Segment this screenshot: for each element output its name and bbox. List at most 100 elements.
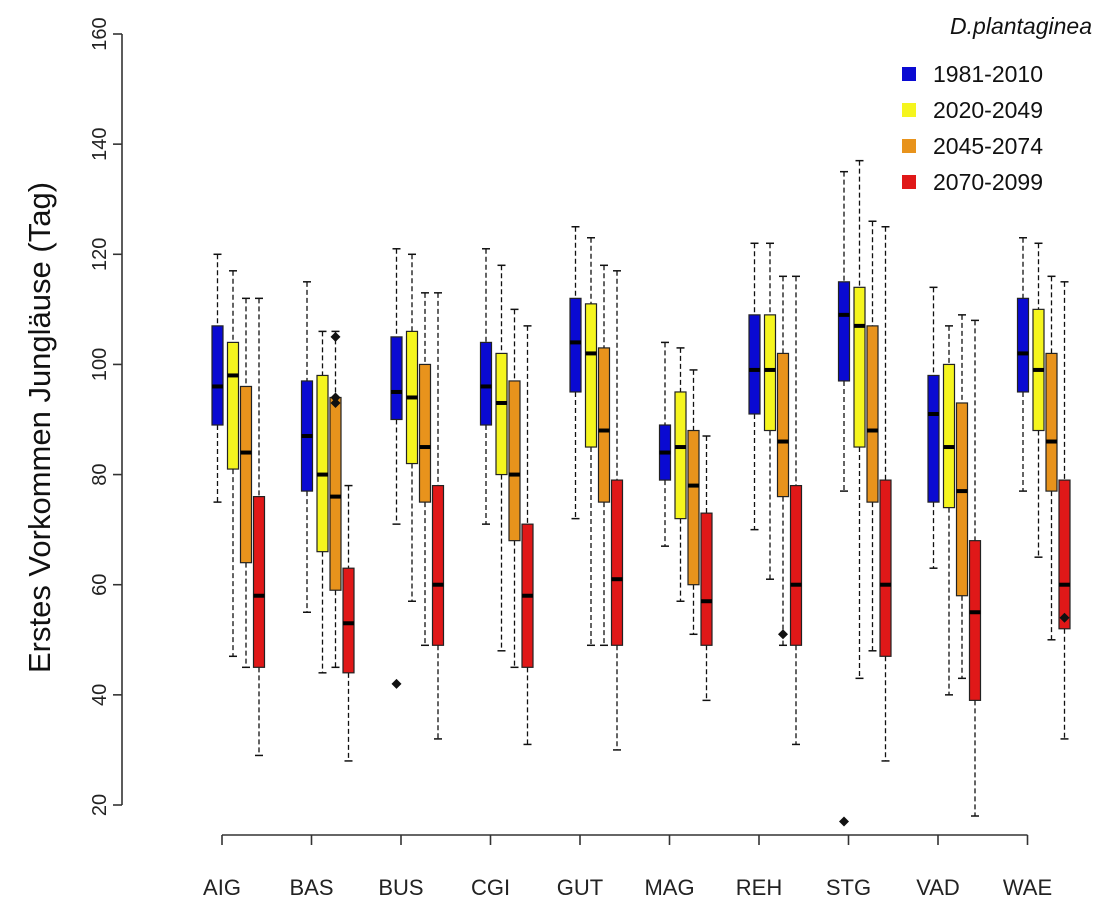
outlier-point: [778, 629, 788, 640]
box-AIG-2070-2099: [252, 297, 266, 757]
box-body: [763, 314, 777, 432]
box-BAS-1981-2010: [300, 281, 314, 613]
box-body: [866, 325, 879, 503]
box-body: [211, 325, 224, 426]
box-body: [569, 297, 582, 393]
box-STG-1981-2010: [837, 170, 851, 827]
box-MAG-2020-2049: [674, 347, 687, 602]
x-tick-label: VAD: [916, 875, 960, 900]
box-CGI-2070-2099: [521, 325, 534, 746]
x-tick-label: MAG: [644, 875, 694, 900]
box-REH-2070-2099: [789, 275, 803, 746]
box-WAE-2070-2099: [1058, 281, 1071, 740]
box-body: [226, 341, 240, 470]
legend-label: 2045-2074: [933, 133, 1043, 159]
y-tick-label: 120: [89, 238, 111, 271]
x-tick-label: GUT: [557, 875, 603, 900]
box-STG-2020-2049: [853, 159, 866, 680]
box-body: [418, 363, 432, 503]
x-tick-label: CGI: [471, 875, 510, 900]
outlier-point: [1059, 612, 1070, 623]
box-BAS-2020-2049: [316, 330, 329, 674]
box-AIG-1981-2010: [211, 253, 224, 503]
box-body: [252, 496, 266, 668]
box-body: [610, 479, 624, 646]
box-BUS-2070-2099: [431, 292, 445, 740]
box-WAE-2020-2049: [1032, 242, 1045, 558]
box-body: [495, 352, 508, 476]
y-tick-label: 80: [89, 463, 111, 485]
box-BUS-2020-2049: [405, 253, 419, 602]
box-groups: [211, 159, 1071, 827]
y-tick-label: 160: [89, 17, 111, 50]
box-body: [789, 484, 803, 646]
box-body: [1058, 479, 1071, 630]
box-AIG-2045-2074: [239, 297, 253, 669]
box-VAD-2020-2049: [942, 325, 956, 696]
y-tick-label: 100: [89, 348, 111, 381]
box-CGI-2045-2074: [508, 308, 521, 669]
box-body: [239, 385, 253, 564]
box-body: [508, 380, 521, 542]
y-tick-label: 140: [89, 127, 111, 160]
box-body: [687, 429, 700, 586]
box-REH-2045-2074: [776, 275, 790, 647]
box-REH-2020-2049: [763, 242, 777, 580]
legend-title: D.plantaginea: [950, 13, 1092, 39]
x-tick-label: WAE: [1003, 875, 1052, 900]
box-VAD-2045-2074: [955, 314, 969, 680]
box-GUT-2070-2099: [610, 270, 624, 751]
x-tick-label: STG: [826, 875, 871, 900]
y-tick-label: 60: [89, 574, 111, 596]
box-BAS-2070-2099: [342, 484, 355, 762]
box-GUT-2045-2074: [597, 264, 611, 647]
legend-swatch: [902, 67, 916, 81]
box-STG-2045-2074: [866, 220, 879, 652]
box-VAD-2070-2099: [968, 319, 982, 817]
box-body: [748, 314, 761, 415]
box-body: [1016, 297, 1030, 393]
outlier-point: [330, 331, 341, 342]
box-body: [776, 352, 790, 498]
outlier-point: [330, 392, 341, 403]
box-body: [479, 341, 493, 426]
box-MAG-2045-2074: [687, 369, 700, 636]
box-GUT-1981-2010: [569, 226, 582, 520]
legend-label: 2070-2099: [933, 169, 1043, 195]
outlier-point: [839, 816, 849, 827]
box-body: [837, 281, 851, 382]
box-body: [853, 286, 866, 448]
box-body: [316, 374, 329, 553]
box-body: [700, 512, 713, 646]
box-CGI-1981-2010: [479, 248, 493, 525]
x-axis: AIG BAS BUS CGI GUT MAG REH STG VAD WAE: [203, 834, 1052, 900]
x-tick-label: REH: [736, 875, 782, 900]
legend: D.plantaginea 1981-2010 2020-2049 2045-207…: [902, 13, 1092, 195]
box-body: [955, 402, 969, 597]
box-body: [342, 567, 355, 674]
box-body: [1045, 352, 1058, 492]
box-MAG-1981-2010: [658, 341, 672, 547]
box-body: [927, 374, 940, 503]
box-body: [879, 479, 892, 657]
outlier-point: [391, 678, 402, 689]
legend-label: 1981-2010: [933, 61, 1043, 87]
x-tick-label: BAS: [289, 875, 333, 900]
box-REH-1981-2010: [748, 242, 761, 531]
y-axis: 20 40 60 80 100 120 140 160: [89, 17, 123, 816]
box-body: [597, 347, 611, 503]
box-body: [390, 336, 403, 421]
box-AIG-2020-2049: [226, 270, 240, 658]
box-MAG-2070-2099: [700, 435, 713, 702]
legend-swatch: [902, 103, 916, 117]
box-body: [968, 540, 982, 701]
y-axis-label: Erstes Vorkommen Jungläuse (Tag): [22, 182, 57, 673]
outlier-point: [330, 397, 341, 408]
box-body: [584, 303, 598, 448]
box-WAE-2045-2074: [1045, 275, 1058, 641]
box-WAE-1981-2010: [1016, 237, 1030, 492]
legend-swatch: [902, 139, 916, 153]
box-STG-2070-2099: [879, 226, 892, 762]
box-body: [431, 484, 445, 646]
